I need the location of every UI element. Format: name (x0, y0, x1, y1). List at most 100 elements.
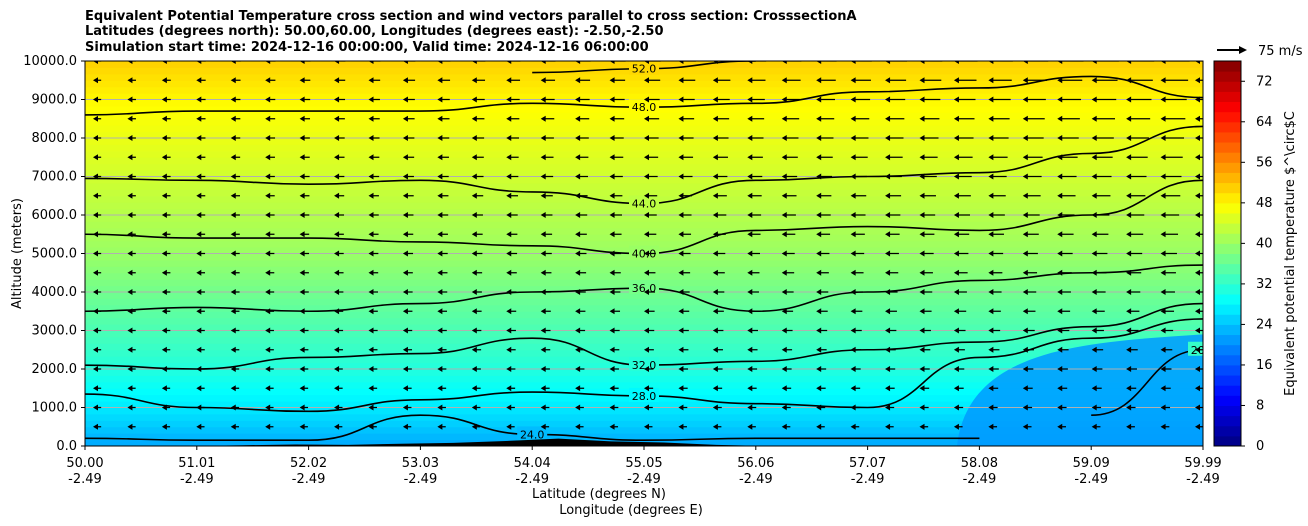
wind-vector (885, 366, 896, 372)
wind-vector (816, 404, 826, 411)
wind-vector (644, 366, 654, 372)
wind-vector (781, 366, 792, 372)
wind-vector (127, 308, 136, 315)
x-tick-label-latitude: 58.08 (961, 456, 998, 471)
wind-vector (1022, 385, 1033, 392)
wind-vector (988, 135, 1009, 141)
wind-vector (1022, 154, 1043, 161)
wind-vector (1022, 192, 1041, 199)
wind-vector (816, 250, 830, 257)
wind-vector (265, 250, 275, 257)
wind-vector (230, 96, 241, 103)
wind-vector (850, 192, 867, 199)
wind-vector (678, 192, 693, 199)
y-tick-label: 7000.0 (32, 170, 78, 185)
wind-vector (437, 231, 448, 238)
wind-vector (678, 269, 691, 276)
wind-vector (127, 61, 136, 64)
wind-vector (299, 423, 308, 430)
theta-e-band (85, 298, 1203, 306)
wind-vector (334, 289, 344, 295)
wind-vector (471, 327, 482, 334)
wind-vector (471, 404, 481, 411)
wind-vector (265, 154, 275, 161)
colorbar-segment (1214, 324, 1241, 336)
wind-vector (368, 385, 378, 392)
theta-e-band (85, 93, 1203, 100)
wind-vector (1057, 96, 1082, 103)
wind-vector (1195, 423, 1203, 430)
wind-vector (747, 404, 757, 411)
wind-vector (609, 154, 624, 161)
wind-vector (299, 173, 310, 180)
wind-vector (953, 173, 972, 180)
wind-vector (1091, 423, 1101, 430)
wind-vector (1022, 366, 1034, 372)
wind-vector (471, 231, 483, 238)
wind-vector (850, 289, 863, 295)
wind-vector (747, 135, 764, 141)
wind-vector (161, 289, 171, 295)
wind-vector (953, 404, 964, 411)
wind-vector (850, 231, 865, 238)
x-tick-label-latitude: 53.03 (402, 456, 439, 471)
wind-vector (540, 77, 556, 84)
theta-e-band (85, 381, 1203, 389)
colorbar-label: Equivalent potential temperature $^\circ… (1283, 111, 1298, 396)
contour-label: 24.0 (520, 428, 545, 441)
theta-e-band (85, 336, 1203, 344)
contour-label-background (629, 245, 659, 260)
theta-e-band (85, 144, 1203, 152)
wind-vector (230, 231, 240, 238)
wind-vector (953, 77, 977, 84)
contour-label: 52.0 (632, 63, 657, 76)
wind-vector (1126, 135, 1149, 141)
wind-vector (161, 346, 171, 353)
wind-vector (678, 77, 696, 84)
wind-vector (299, 308, 309, 315)
wind-vector (230, 308, 240, 315)
wind-vector (1057, 269, 1072, 276)
wind-vector (471, 154, 484, 161)
chart-title-line-2: Latitudes (degrees north): 50.00,60.00, … (85, 24, 664, 39)
wind-vector (127, 346, 136, 353)
wind-vector (368, 61, 381, 64)
wind-vector (368, 308, 378, 315)
wind-vector (988, 269, 1003, 276)
wind-vector (885, 289, 898, 295)
x-tick-label-longitude: -2.49 (404, 472, 438, 487)
wind-vector (265, 404, 274, 411)
colorbar-segment (1214, 152, 1241, 163)
wind-vector (988, 77, 1012, 84)
wind-vector (1195, 250, 1203, 257)
wind-vector (368, 77, 381, 84)
wind-vector (816, 173, 833, 180)
wind-vector (334, 327, 344, 334)
theta-e-band (85, 157, 1203, 165)
wind-vector (540, 250, 552, 257)
wind-vector (919, 289, 933, 295)
wind-vector (402, 308, 413, 315)
wind-vector (368, 404, 377, 411)
wind-vector (712, 192, 727, 199)
wind-vector (988, 212, 1005, 218)
y-tick-label: 10000.0 (23, 54, 77, 69)
wind-vector (471, 423, 481, 430)
wind-vector (1057, 308, 1071, 315)
x-tick-label-latitude: 57.07 (849, 456, 886, 471)
wind-vector (471, 289, 482, 295)
colorbar-segment (1214, 283, 1241, 295)
wind-vector (368, 346, 378, 353)
wind-vector (127, 250, 136, 257)
wind-vector (885, 346, 896, 353)
wind-vector (781, 173, 798, 180)
wind-vector (747, 192, 762, 199)
theta-e-band (85, 292, 1203, 299)
wind-vector (402, 385, 412, 392)
wind-vector (1091, 366, 1103, 372)
colorbar-tick-label: 24 (1256, 317, 1273, 332)
colorbar-segment (1214, 253, 1241, 265)
wind-vector (1160, 115, 1186, 122)
wind-vector (885, 77, 907, 84)
wind-vector (1022, 77, 1047, 84)
